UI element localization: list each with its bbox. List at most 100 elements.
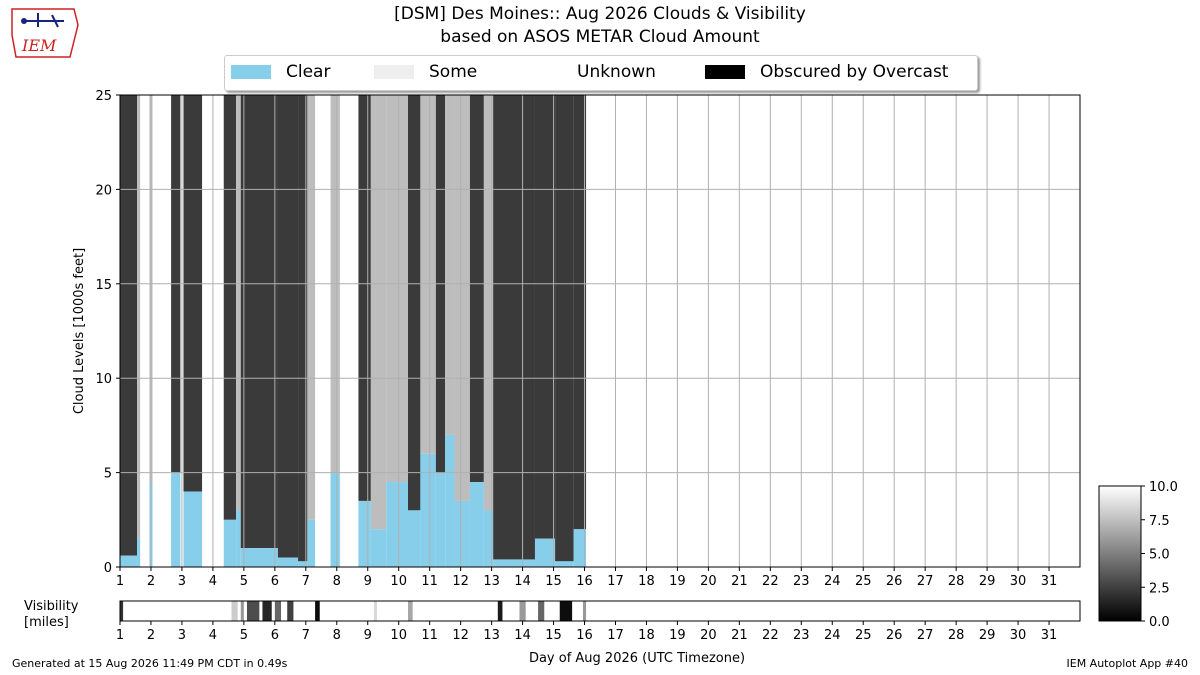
cloud-band	[277, 95, 299, 558]
cloud-band	[137, 95, 141, 539]
clear-band	[408, 510, 421, 567]
cloud-band	[408, 95, 421, 511]
visibility-cell	[497, 601, 503, 621]
x-tick-label: 6	[271, 574, 279, 589]
plot-frame	[119, 94, 1081, 568]
vis-x-tick-label: 7	[302, 628, 310, 643]
visibility-cell	[240, 601, 244, 621]
cloud-band	[555, 95, 574, 562]
x-tick-label: 2	[147, 574, 155, 589]
y-axis-label: Cloud Levels [1000s feet]	[72, 248, 87, 414]
x-tick-label: 13	[483, 574, 500, 589]
visibility-cell	[538, 601, 545, 621]
visibility-label-line2: [miles]	[24, 615, 69, 630]
visibility-cell	[373, 601, 378, 621]
vis-x-tick-label: 30	[1010, 628, 1027, 643]
cloud-band	[493, 95, 535, 560]
x-tick-label: 22	[762, 574, 779, 589]
clear-band	[307, 519, 316, 567]
cloud-band	[240, 95, 278, 549]
chart-subtitle: based on ASOS METAR Cloud Amount	[440, 27, 760, 47]
vis-x-tick-label: 9	[364, 628, 372, 643]
x-tick-label: 8	[333, 574, 341, 589]
visibility-label-line1: Visibility	[24, 599, 79, 614]
cloud-band	[223, 95, 237, 520]
clear-band	[137, 538, 141, 567]
legend-label-overcast: Obscured by Overcast	[760, 62, 949, 82]
app-note: IEM Autoplot App #40	[1066, 657, 1189, 670]
vis-x-tick-label: 13	[483, 628, 500, 643]
vis-x-tick-label: 20	[700, 628, 717, 643]
vis-x-tick-label: 19	[669, 628, 686, 643]
x-tick-label: 31	[1041, 574, 1058, 589]
vis-x-tick-label: 16	[576, 628, 593, 643]
legend-label-unknown: Unknown	[577, 62, 656, 82]
y-tick-label: 25	[95, 89, 112, 104]
x-tick-label: 26	[886, 574, 903, 589]
vis-x-tick-label: 11	[421, 628, 438, 643]
vis-x-tick-label: 18	[638, 628, 655, 643]
cloud-band	[298, 95, 308, 562]
vis-x-tick-label: 14	[514, 628, 531, 643]
vis-x-tick-label: 21	[731, 628, 748, 643]
colorbar-tick-label: 2.5	[1149, 581, 1170, 596]
y-tick-label: 15	[95, 278, 112, 293]
legend-swatch-unknown	[522, 65, 562, 79]
cloud-band	[183, 95, 203, 492]
cloud-band	[236, 95, 241, 511]
legend-swatch-overcast	[705, 65, 745, 79]
x-tick-label: 11	[421, 574, 438, 589]
visibility-cell	[559, 601, 573, 621]
x-tick-label: 12	[452, 574, 469, 589]
visibility-cell	[262, 601, 272, 621]
x-tick-label: 23	[793, 574, 810, 589]
colorbar-tick-label: 10.0	[1149, 480, 1178, 495]
cloud-band	[358, 95, 371, 501]
x-tick-label: 27	[917, 574, 934, 589]
x-tick-label: 30	[1010, 574, 1027, 589]
y-tick-label: 0	[104, 561, 112, 576]
x-tick-label: 4	[209, 574, 217, 589]
x-tick-label: 14	[514, 574, 531, 589]
cloud-band	[534, 95, 556, 539]
vis-x-tick-label: 26	[886, 628, 903, 643]
vis-x-tick-label: 28	[948, 628, 965, 643]
visibility-cell	[582, 601, 587, 621]
cloud-band	[454, 95, 470, 501]
colorbar-tick-label: 7.5	[1149, 514, 1170, 529]
clear-band	[120, 555, 138, 567]
clear-band	[573, 529, 587, 567]
cloud-band	[420, 95, 436, 454]
x-tick-label: 5	[240, 574, 248, 589]
clear-band	[240, 548, 278, 567]
vis-x-tick-label: 12	[452, 628, 469, 643]
clear-band	[420, 453, 436, 567]
x-tick-label: 29	[979, 574, 996, 589]
vis-x-tick-label: 23	[793, 628, 810, 643]
clear-band	[534, 538, 556, 567]
visibility-strip-bg	[120, 601, 1080, 621]
clear-band	[386, 482, 408, 567]
clear-band	[555, 561, 574, 567]
vis-x-tick-label: 25	[855, 628, 872, 643]
y-tick-label: 10	[95, 372, 112, 387]
y-tick-label: 20	[95, 183, 112, 198]
clear-band	[370, 529, 387, 567]
visibility-cell	[120, 601, 124, 621]
cloud-band	[370, 95, 387, 530]
cloud-band	[445, 95, 455, 435]
visibility-cell	[287, 601, 294, 621]
cloud-band	[386, 95, 408, 483]
cloud-band	[573, 95, 587, 530]
vis-x-tick-label: 17	[607, 628, 624, 643]
clear-band	[223, 519, 237, 567]
logo-text: IEM	[21, 36, 57, 55]
x-tick-label: 21	[731, 574, 748, 589]
visibility-frame	[119, 600, 1081, 622]
visibility-cell	[246, 601, 260, 621]
x-tick-label: 25	[855, 574, 872, 589]
clear-band	[183, 491, 203, 567]
clear-band	[454, 500, 470, 567]
cloud-band	[483, 95, 494, 511]
